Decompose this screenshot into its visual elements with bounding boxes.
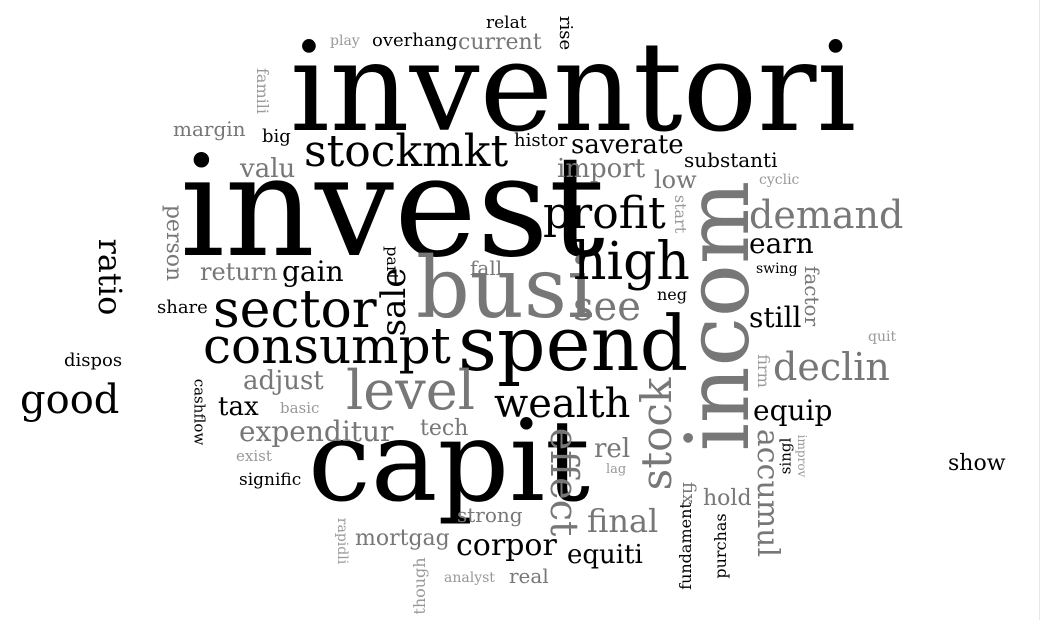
word-singl: singl — [776, 437, 795, 475]
word-inventori: inventori — [290, 16, 857, 160]
word-rise: rise — [555, 15, 576, 51]
word-overhang: overhang — [372, 30, 458, 51]
word-level: level — [346, 359, 475, 422]
word-low: low — [654, 166, 697, 194]
word-share: share — [157, 297, 208, 318]
frame-edge — [1039, 0, 1040, 620]
word-import: import — [557, 154, 646, 184]
word-person: person — [161, 204, 186, 282]
word-signific: signific — [239, 470, 302, 490]
word-tech: tech — [420, 416, 469, 441]
word-neg: neg — [657, 285, 688, 304]
word-swing: swing — [756, 261, 798, 277]
word-play: play — [330, 33, 360, 49]
word-capit: capit — [308, 397, 591, 527]
word-declin: declin — [773, 345, 890, 389]
word-big: big — [262, 126, 291, 147]
word-ratio: ratio — [91, 238, 129, 316]
word-profit: profit — [543, 188, 666, 239]
word-high: high — [573, 232, 690, 292]
word-equiti: equiti — [567, 540, 643, 570]
word-current: current — [458, 30, 542, 55]
word-mortgag: mortgag — [355, 526, 450, 551]
word-corpor: corpor — [456, 528, 557, 563]
word-famili: famili — [253, 68, 272, 114]
word-fundament: fundament — [676, 502, 695, 590]
word-exist: exist — [236, 447, 272, 465]
word-demand: demand — [749, 193, 904, 237]
word-valu: valu — [240, 154, 296, 184]
word-equip: equip — [753, 394, 833, 427]
word-sector: sector — [213, 280, 377, 340]
word-factor: factor — [800, 265, 824, 327]
word-part: part — [383, 246, 402, 280]
word-effect: effect — [542, 427, 586, 537]
word-invest: invest — [180, 126, 605, 289]
word-see: see — [573, 284, 641, 330]
word-final: final — [587, 502, 659, 540]
word-improv: improv — [795, 434, 809, 478]
word-hold: hold — [703, 486, 752, 511]
word-consumpt: consumpt — [203, 317, 451, 375]
word-gain: gain — [282, 255, 344, 288]
word-real: real — [509, 564, 549, 588]
word-spend: spend — [458, 299, 689, 388]
word-relat: relat — [486, 13, 527, 33]
word-substanti: substanti — [684, 148, 778, 172]
word-wealth: wealth — [494, 381, 631, 427]
word-fix: fix — [678, 481, 699, 505]
word-firm: firm — [754, 354, 773, 388]
word-quit: quit — [868, 329, 897, 345]
word-basic: basic — [280, 399, 320, 417]
word-purchas: purchas — [711, 513, 730, 579]
word-still: still — [749, 301, 802, 334]
word-tax: tax — [218, 392, 259, 422]
word-fall: fall — [470, 256, 503, 280]
word-saverate: saverate — [571, 130, 684, 160]
word-dispos: dispos — [64, 350, 123, 371]
word-show: show — [948, 451, 1006, 476]
word-rel: rel — [594, 434, 631, 464]
word-rapidli: rapidli — [334, 517, 350, 565]
word-cyclic: cyclic — [759, 172, 800, 188]
word-expenditur: expenditur — [239, 415, 394, 448]
word-earn: earn — [749, 227, 814, 260]
word-good: good — [20, 377, 120, 423]
word-return: return — [200, 258, 278, 286]
word-stockmkt: stockmkt — [304, 126, 509, 177]
word-though: though — [410, 557, 429, 615]
word-adjust: adjust — [243, 366, 324, 396]
word-start: start — [671, 194, 690, 234]
word-cashflow: cashflow — [190, 378, 209, 446]
word-margin: margin — [173, 117, 246, 141]
word-stock: stock — [632, 377, 681, 491]
word-strong: strong — [457, 503, 523, 527]
word-analyst: analyst — [444, 570, 495, 586]
word-lag: lag — [606, 462, 627, 477]
word-busi: busi — [416, 239, 594, 337]
word-histor: histor — [514, 130, 568, 151]
